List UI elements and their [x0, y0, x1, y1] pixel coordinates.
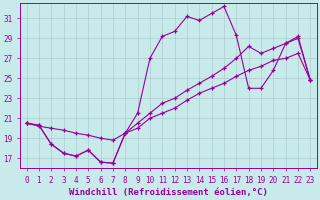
- X-axis label: Windchill (Refroidissement éolien,°C): Windchill (Refroidissement éolien,°C): [69, 188, 268, 197]
